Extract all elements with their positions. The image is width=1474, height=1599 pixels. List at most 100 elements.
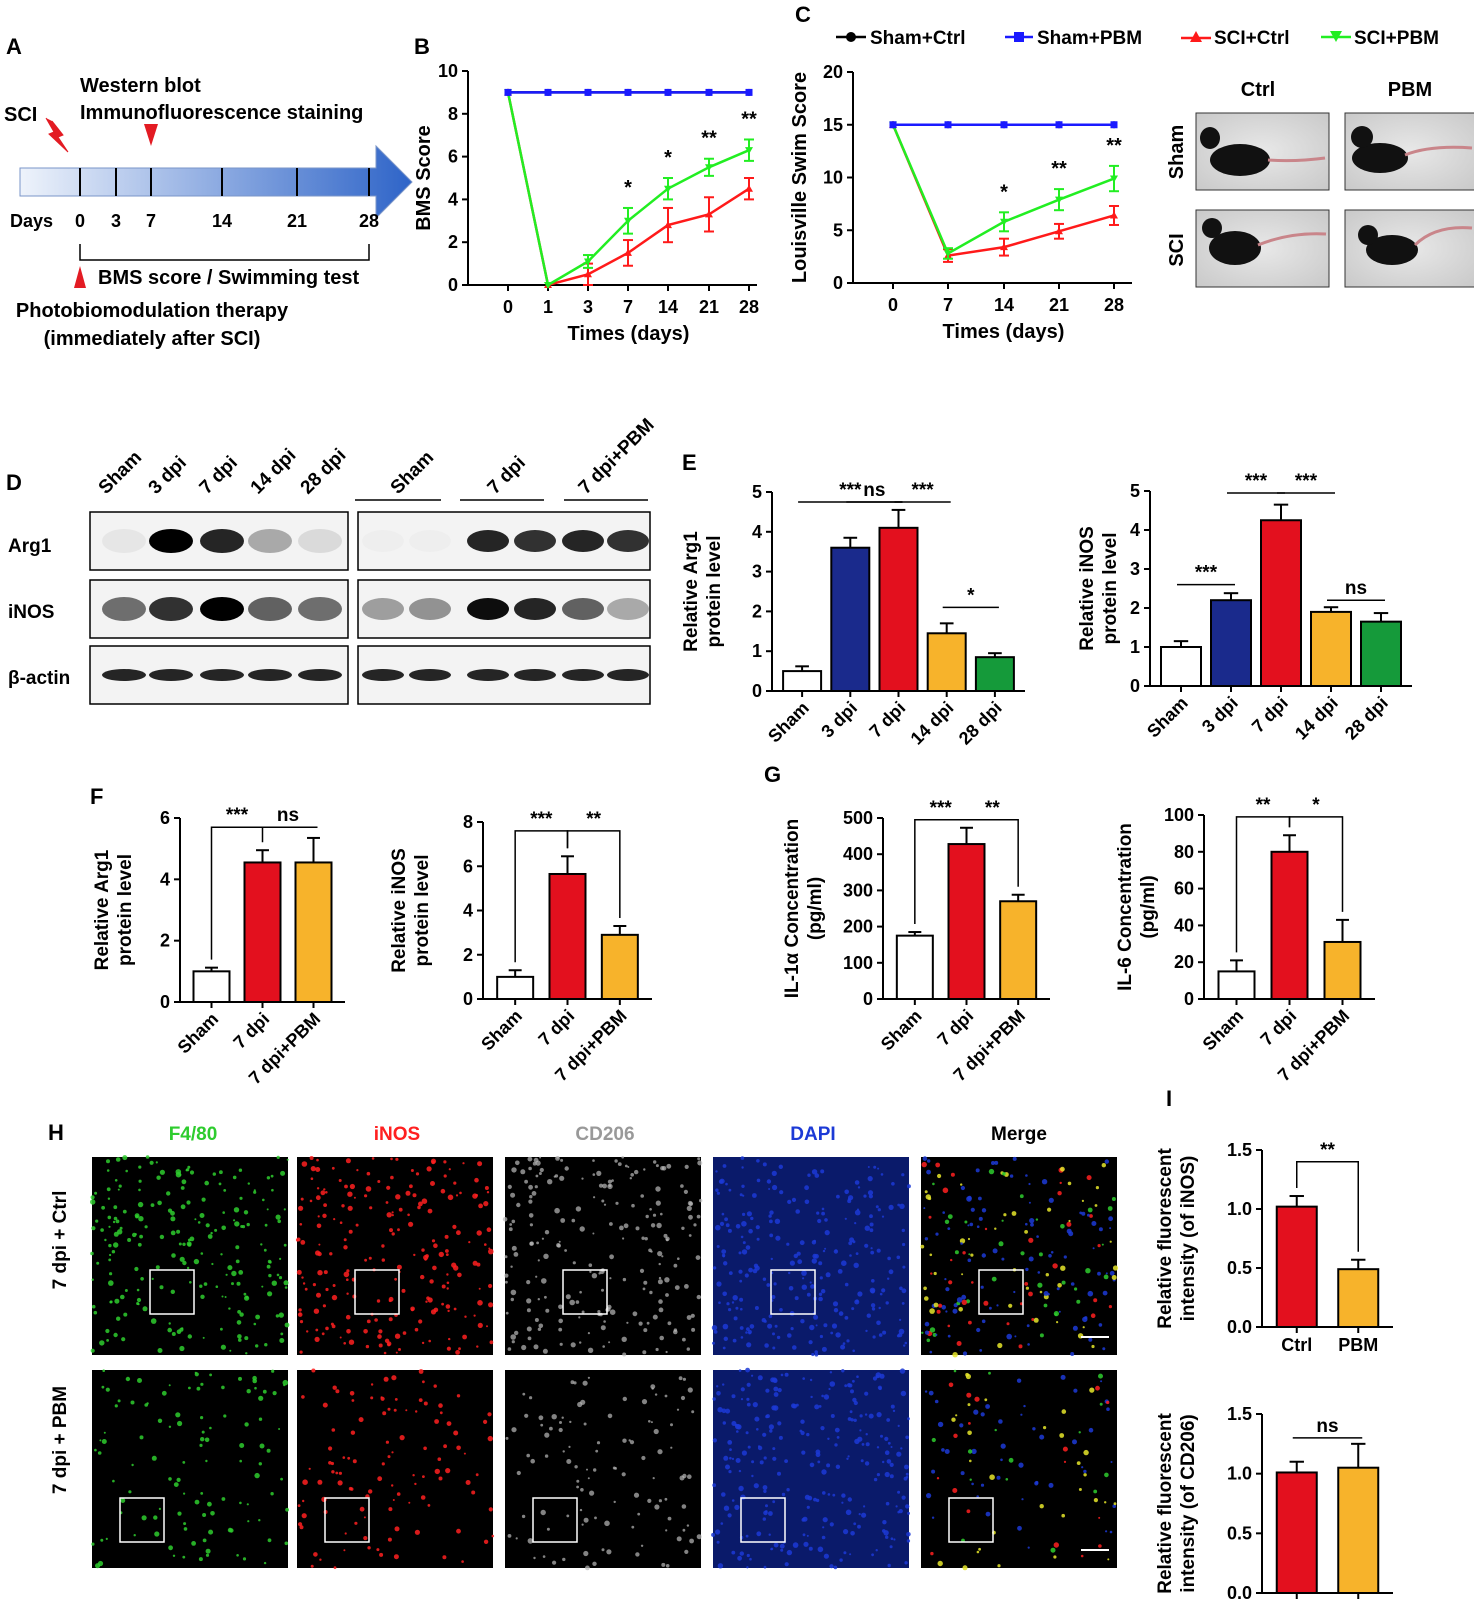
micrograph-signal	[922, 1156, 928, 1161]
micrograph-signal	[529, 1241, 534, 1246]
micrograph-signal	[473, 1314, 476, 1317]
micrograph-signal	[643, 1168, 646, 1171]
micrograph-signal	[920, 1244, 925, 1249]
y-tick-label: 400	[843, 844, 873, 864]
blot-lane-7dpi-1: 7 dpi	[196, 452, 242, 498]
micrograph-signal	[592, 1173, 596, 1176]
micrograph-signal	[381, 1244, 385, 1248]
data-point	[1055, 227, 1063, 235]
y-tick-label: 8	[463, 812, 473, 832]
micrograph-signal	[768, 1214, 772, 1218]
y-tick-label: 100	[843, 953, 873, 973]
micrograph-signal	[444, 1234, 449, 1239]
micrograph-signal	[864, 1225, 870, 1231]
bar	[1217, 970, 1256, 1001]
bar	[243, 861, 282, 1004]
micrograph-signal	[556, 1243, 561, 1248]
micrograph-signal	[876, 1446, 880, 1449]
micrograph-signal	[1048, 1197, 1054, 1203]
micrograph-signal	[1038, 1252, 1043, 1257]
micrograph-signal	[622, 1277, 627, 1282]
micrograph-signal	[981, 1208, 987, 1213]
micrograph-signal	[144, 1225, 148, 1229]
micrograph-signal	[581, 1523, 584, 1526]
category-label: 7 dpi	[933, 1006, 977, 1050]
micrograph-signal	[728, 1470, 732, 1474]
x-tick-label: 0	[888, 295, 898, 315]
micrograph-signal	[453, 1307, 457, 1311]
micrograph-signal	[846, 1339, 850, 1343]
micrograph-signal	[829, 1381, 836, 1387]
bar	[974, 656, 1015, 692]
panel-d-blots: Sham 3 dpi 7 dpi 14 dpi 28 dpi Sham 7 dp…	[8, 415, 659, 705]
micrograph-signal	[867, 1166, 870, 1168]
micrograph-signal	[90, 1199, 96, 1205]
micrograph-signal	[697, 1160, 703, 1166]
micrograph-signal	[896, 1255, 901, 1260]
micrograph-signal	[865, 1442, 870, 1447]
micrograph-signal	[738, 1469, 742, 1473]
micrograph-signal	[964, 1220, 968, 1224]
micrograph-signal	[429, 1279, 434, 1284]
micrograph-signal	[869, 1222, 874, 1227]
micrograph-signal	[311, 1368, 316, 1373]
micrograph-signal	[544, 1295, 547, 1299]
micrograph-signal	[713, 1330, 718, 1334]
micrograph-signal	[722, 1323, 729, 1330]
micrograph-signal	[921, 1331, 924, 1335]
micrograph-signal	[187, 1165, 191, 1169]
micrograph-signal	[122, 1155, 128, 1161]
micrograph-signal	[980, 1412, 985, 1417]
micrograph-signal	[764, 1343, 769, 1348]
micrograph-signal	[749, 1324, 755, 1329]
micrograph-signal	[787, 1199, 792, 1204]
y-tick-label: 1.5	[1227, 1140, 1252, 1160]
micrograph-signal	[180, 1186, 185, 1190]
micrograph-signal	[844, 1189, 849, 1195]
micrograph-signal	[527, 1156, 533, 1162]
micrograph-signal	[608, 1341, 611, 1344]
micrograph-signal	[264, 1343, 268, 1347]
micrograph-signal	[903, 1476, 908, 1481]
micrograph-signal	[882, 1520, 887, 1525]
micrograph-signal	[981, 1319, 986, 1324]
micrograph-signal	[193, 1258, 200, 1265]
blot-band	[562, 530, 604, 552]
micrograph-signal	[849, 1237, 855, 1243]
blot-band	[467, 598, 509, 620]
x-tick-label: 14	[658, 297, 678, 317]
micrograph-signal	[1070, 1282, 1075, 1286]
micrograph-signal	[732, 1338, 737, 1343]
micrograph-signal	[233, 1219, 236, 1222]
micrograph-signal	[801, 1450, 806, 1455]
micrograph-signal	[1063, 1255, 1067, 1259]
micrograph-signal	[283, 1384, 286, 1387]
micrograph-signal	[120, 1294, 125, 1300]
micrograph-signal	[858, 1513, 861, 1516]
bar	[1337, 1268, 1380, 1329]
y-axis-label: intensity (of iNOS)	[1178, 1156, 1199, 1322]
micrograph-signal	[594, 1516, 597, 1520]
micrograph-signal	[809, 1378, 813, 1382]
micrograph-signal	[853, 1400, 858, 1406]
y-tick-label: 80	[1174, 842, 1194, 862]
roi-box	[978, 1269, 1024, 1315]
micrograph-signal	[942, 1211, 945, 1214]
micrograph-signal	[255, 1344, 259, 1348]
micrograph-signal	[315, 1167, 321, 1172]
micrograph-signal	[227, 1527, 233, 1533]
micrograph-signal	[183, 1527, 188, 1531]
micrograph-signal	[865, 1329, 868, 1333]
micrograph-signal	[733, 1316, 738, 1321]
y-tick-label: 0	[160, 992, 170, 1012]
micrograph-signal	[821, 1346, 827, 1352]
micrograph-signal	[633, 1492, 640, 1498]
micrograph-signal	[238, 1338, 242, 1342]
micrograph-signal	[180, 1204, 186, 1210]
micrograph-signal	[236, 1320, 242, 1325]
micrograph-signal	[205, 1548, 211, 1554]
micrograph-signal	[602, 1183, 607, 1189]
micrograph-signal	[981, 1253, 986, 1258]
micrograph-signal	[1098, 1227, 1103, 1232]
blot-band	[409, 669, 451, 681]
